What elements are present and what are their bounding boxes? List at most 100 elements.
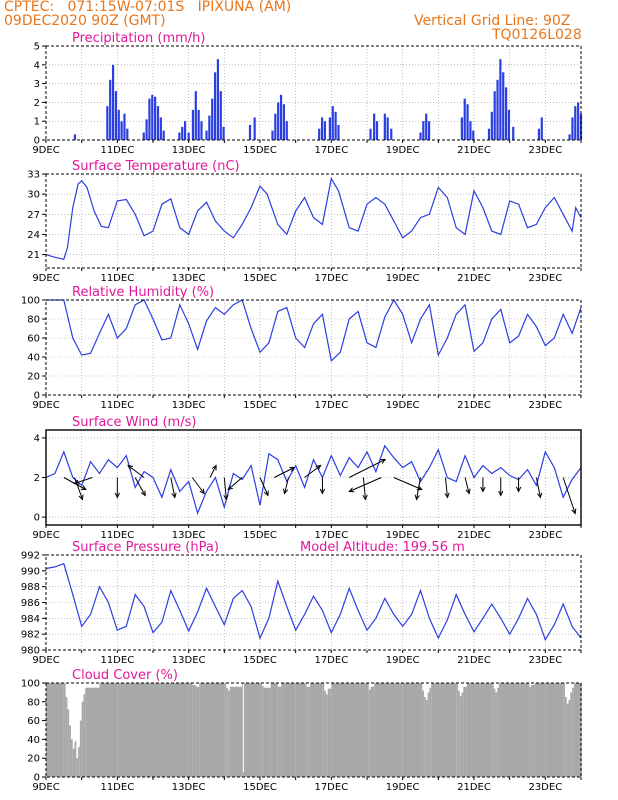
panel-annotation: Model Altitude: 199.56 m xyxy=(300,540,465,555)
cloud-bar xyxy=(563,683,565,777)
precip-bar xyxy=(427,121,431,140)
cloud-bar xyxy=(270,683,278,777)
precip-bar xyxy=(213,72,217,140)
y-tick-label: 40 xyxy=(27,735,40,746)
cloud-bar xyxy=(457,690,460,777)
precip-bar xyxy=(211,98,214,140)
panel-4: 980 982 984 986 988 990 992 9DEC 11DEC 13DEC 15DEC… xyxy=(21,540,582,666)
cloud-bar xyxy=(429,687,432,777)
x-tick-label: 21DEC xyxy=(457,400,491,411)
x-tick-label: 9DEC xyxy=(32,145,59,156)
precip-bar xyxy=(178,132,181,140)
wind-vector xyxy=(259,477,269,496)
precip-bar xyxy=(425,113,428,140)
x-tick-label: 15DEC xyxy=(243,400,277,411)
wind-arrowhead xyxy=(315,464,322,471)
y-tick-label: 990 xyxy=(21,566,40,577)
cloud-bar xyxy=(306,686,310,777)
precip-bar xyxy=(156,106,160,140)
x-tick-label: 15DEC xyxy=(243,782,277,793)
wind-vector xyxy=(284,477,290,494)
x-tick-label: 17DEC xyxy=(314,273,348,284)
cloud-bar xyxy=(327,688,332,777)
panel-title: Surface Pressure (hPa) xyxy=(72,540,219,555)
model-code: TQ0126L028 xyxy=(492,27,582,43)
cloud-bar xyxy=(195,686,200,777)
x-tick-label: 23DEC xyxy=(528,655,562,666)
panel-frame xyxy=(45,299,582,396)
precip-bar xyxy=(219,91,222,140)
y-tick-label: 30 xyxy=(27,190,40,201)
precip-bar xyxy=(120,121,123,140)
cloud-bar xyxy=(497,687,499,777)
precip-bar xyxy=(577,102,580,140)
cloud-bar xyxy=(224,683,227,777)
wind-arrowhead xyxy=(362,494,368,501)
wind-arrowhead xyxy=(114,492,120,499)
panel-title: Relative Humidity (%) xyxy=(72,285,214,300)
y-tick-label: 0 xyxy=(34,513,40,524)
precip-bar xyxy=(574,106,577,140)
cloud-bar xyxy=(459,696,462,777)
precip-bar xyxy=(502,72,505,140)
precip-bar xyxy=(274,113,277,140)
cloud-bar xyxy=(242,683,243,777)
x-tick-label: 11DEC xyxy=(100,273,134,284)
cloud-bar xyxy=(263,687,271,777)
cloud-bar xyxy=(295,683,307,777)
wind-vector xyxy=(74,477,93,484)
cloud-bar xyxy=(261,685,264,777)
precip-bar xyxy=(512,126,515,140)
precip-bar xyxy=(191,109,195,140)
y-tick-label: 980 xyxy=(21,646,40,657)
precip-bar xyxy=(123,113,126,140)
x-tick-label: 17DEC xyxy=(314,400,348,411)
precip-bar xyxy=(148,98,151,140)
precip-bar xyxy=(194,91,197,140)
precip-bar xyxy=(216,59,220,140)
wind-arrowhead xyxy=(515,486,522,493)
y-tick-label: 60 xyxy=(27,716,40,727)
cloud-bar xyxy=(568,699,571,777)
x-tick-label: 23DEC xyxy=(528,400,562,411)
wind-arrowhead xyxy=(78,494,84,501)
precip-bar xyxy=(200,121,203,140)
y-tick-label: 1 xyxy=(34,117,40,128)
cloud-bar xyxy=(463,686,467,777)
x-tick-label: 21DEC xyxy=(457,782,491,793)
y-tick-label: 20 xyxy=(27,754,40,765)
wind-arrowhead xyxy=(140,490,146,497)
x-tick-label: 19DEC xyxy=(386,655,420,666)
wind-vector xyxy=(209,465,217,478)
precip-bar xyxy=(386,117,389,140)
cloud-bar xyxy=(370,686,375,777)
precip-bar xyxy=(248,124,252,140)
wind-arrowhead xyxy=(80,485,87,491)
cloud-bar xyxy=(531,684,535,777)
x-tick-label: 23DEC xyxy=(528,782,562,793)
cloud-bar xyxy=(420,683,423,777)
cloud-bar xyxy=(466,683,492,777)
cloud-bar xyxy=(79,720,82,777)
x-tick-label: 19DEC xyxy=(386,145,420,156)
precip-bar xyxy=(337,124,340,140)
x-tick-label: 23DEC xyxy=(528,273,562,284)
x-tick-label: 13DEC xyxy=(172,782,206,793)
x-tick-label: 15DEC xyxy=(243,655,277,666)
cloud-bar xyxy=(260,683,262,777)
cloud-bar xyxy=(242,772,244,777)
cloud-bar xyxy=(65,697,68,777)
precip-bar xyxy=(279,94,283,140)
series-line xyxy=(46,298,582,362)
cloud-bar xyxy=(243,683,260,777)
cloud-bar xyxy=(572,687,574,777)
precip-bar xyxy=(151,94,154,140)
x-tick-label: 11DEC xyxy=(100,530,134,541)
cloud-bar xyxy=(545,683,564,777)
precip-bar xyxy=(162,130,165,140)
x-tick-label: 13DEC xyxy=(172,655,206,666)
cloud-bar xyxy=(192,684,196,777)
precip-bar xyxy=(496,79,499,140)
precip-bar xyxy=(142,132,145,140)
cloud-bar xyxy=(324,690,326,777)
